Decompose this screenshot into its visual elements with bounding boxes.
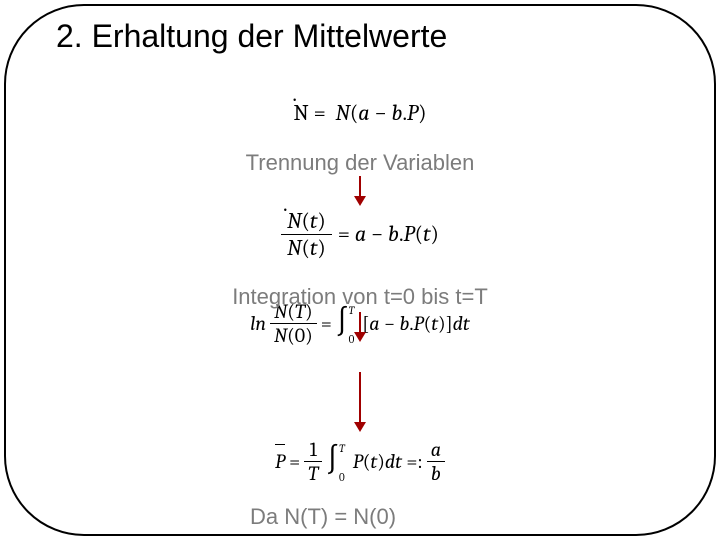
step-label-2: Integration von t=0 bis t=T — [190, 284, 530, 310]
derivation-column: ·N = N(a − b.P) Trennung der Variablen ·… — [190, 100, 530, 485]
arrow-3 — [190, 372, 530, 432]
step-label-1: Trennung der Variablen — [190, 150, 530, 176]
slide: 2. Erhaltung der Mittelwerte ·N = N(a − … — [0, 0, 720, 540]
equation-2: ·N(t) N(t) = a − b.P(t) — [190, 206, 530, 262]
equation-4: P = 1 T ∫ T 0 P(t)dt =: a b — [190, 438, 530, 485]
equation-1: ·N = N(a − b.P) — [190, 100, 530, 134]
slide-title: 2. Erhaltung der Mittelwerte — [56, 18, 447, 55]
step2-block: ln N(T) N(0) = ∫ T 0 [a − b.P(t)]dt Inte… — [190, 284, 530, 354]
footer-note: Da N(T) = N(0) — [250, 504, 396, 530]
arrow-1 — [190, 176, 530, 206]
